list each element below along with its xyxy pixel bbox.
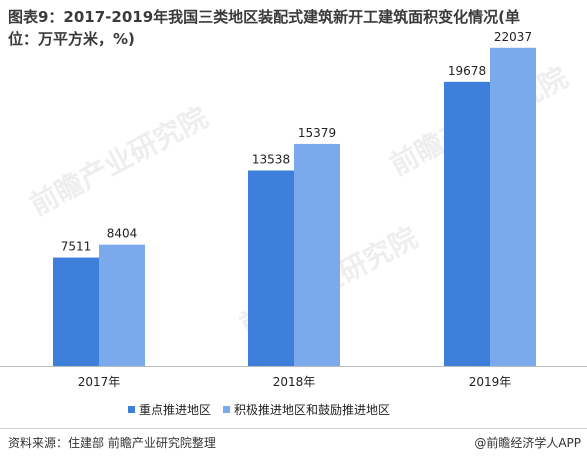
legend-swatch xyxy=(128,405,135,413)
bar xyxy=(248,170,294,366)
bar xyxy=(294,143,340,366)
x-tick-label: 2017年 xyxy=(78,375,121,389)
legend-label: 重点推进地区 xyxy=(139,402,212,417)
footer-divider xyxy=(0,428,587,429)
bar xyxy=(99,244,145,366)
data-label: 13538 xyxy=(252,153,290,167)
legend-item-series1: 重点推进地区 xyxy=(128,401,211,418)
data-label: 15379 xyxy=(298,126,336,140)
x-tick-label: 2019年 xyxy=(469,375,512,389)
brand-label: @前瞻经济学人APP xyxy=(474,436,581,450)
bar xyxy=(490,47,536,367)
chart-title: 图表9：2017-2019年我国三类地区装配式建筑新开工建筑面积变化情况(单位：… xyxy=(8,8,521,48)
data-label: 22037 xyxy=(494,30,532,44)
legend-label: 积极推进地区和鼓励推进地区 xyxy=(234,402,391,417)
bar xyxy=(53,257,99,366)
legend: 重点推进地区 积极推进地区和鼓励推进地区 xyxy=(128,400,402,418)
x-tick-label: 2018年 xyxy=(273,375,316,389)
data-label: 7511 xyxy=(61,240,92,254)
data-label: 19678 xyxy=(448,64,486,78)
data-label: 8404 xyxy=(107,227,138,241)
legend-item-series2: 积极推进地区和鼓励推进地区 xyxy=(223,401,390,418)
bar xyxy=(444,81,490,367)
legend-swatch xyxy=(223,405,231,413)
source-note: 资料来源：住建部 前瞻产业研究院整理 xyxy=(8,436,216,450)
